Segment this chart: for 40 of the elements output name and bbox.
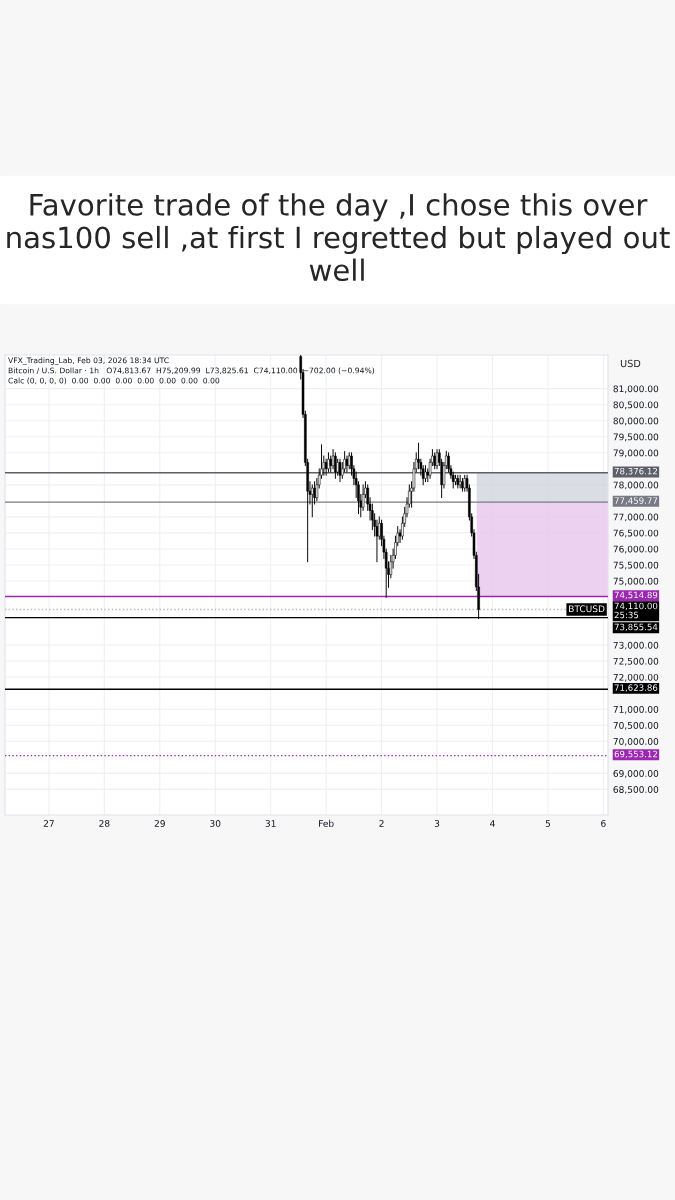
y-tick-label: 80,500.00 bbox=[613, 401, 659, 410]
x-tick-label: 30 bbox=[210, 820, 221, 827]
y-tick-label: 70,500.00 bbox=[613, 721, 659, 730]
y-tick-label: 80,000.00 bbox=[613, 417, 659, 426]
ref-line-label: 77,459.77 bbox=[614, 497, 658, 505]
x-tick-label: 27 bbox=[43, 820, 54, 827]
x-tick-label: 2 bbox=[379, 820, 384, 827]
y-tick-label: 72,000.00 bbox=[613, 673, 659, 682]
y-tick-label: 68,500.00 bbox=[613, 786, 659, 794]
y-tick-label: 76,000.00 bbox=[613, 545, 659, 554]
ref-line-label: 69,553.12 bbox=[614, 750, 657, 759]
y-tick-label: 76,500.00 bbox=[613, 529, 659, 538]
x-tick-label: Feb bbox=[319, 819, 334, 827]
y-tick-label: 69,000.00 bbox=[613, 770, 659, 778]
ref-line-label: 73,855.54 bbox=[614, 623, 658, 632]
y-tick-label: 75,000.00 bbox=[613, 577, 659, 586]
x-tick-label: 5 bbox=[545, 820, 551, 827]
x-tick-label: 28 bbox=[99, 820, 110, 827]
x-tick-label: 31 bbox=[265, 820, 276, 827]
y-tick-label: 71,000.00 bbox=[613, 705, 659, 714]
y-tick-label: 79,500.00 bbox=[613, 433, 659, 442]
x-tick-label: 4 bbox=[490, 820, 495, 827]
y-tick-label: 75,500.00 bbox=[613, 561, 659, 570]
annotation: BTCUSD bbox=[569, 605, 605, 613]
x-tick-label: 29 bbox=[154, 820, 165, 827]
ref-line-label: 74,514.89 bbox=[614, 591, 658, 600]
y-tick-label: 70,000.00 bbox=[613, 738, 659, 746]
ref-line-label: 71,623.86 bbox=[614, 684, 658, 692]
chart-title: Favorite trade of the day ,I chose this over nas100 sell ,at first I regretted but played out well bbox=[7, 193, 670, 282]
y-tick-label: 77,000.00 bbox=[613, 513, 659, 522]
y-tick-label: 81,000.00 bbox=[613, 385, 659, 394]
x-tick-label: 6 bbox=[601, 820, 606, 827]
x-tick-label: 3 bbox=[434, 820, 440, 827]
ref-line-label: 78,376.12 bbox=[614, 467, 657, 476]
ref-line-label: 74,110.00 25:35 bbox=[614, 602, 658, 619]
y-axis-title: USD bbox=[620, 359, 641, 368]
y-tick-label: 72,500.00 bbox=[613, 657, 659, 666]
y-tick-label: 79,000.00 bbox=[613, 449, 659, 458]
y-tick-label: 73,000.00 bbox=[613, 641, 659, 650]
y-tick-label: 78,000.00 bbox=[613, 481, 659, 490]
